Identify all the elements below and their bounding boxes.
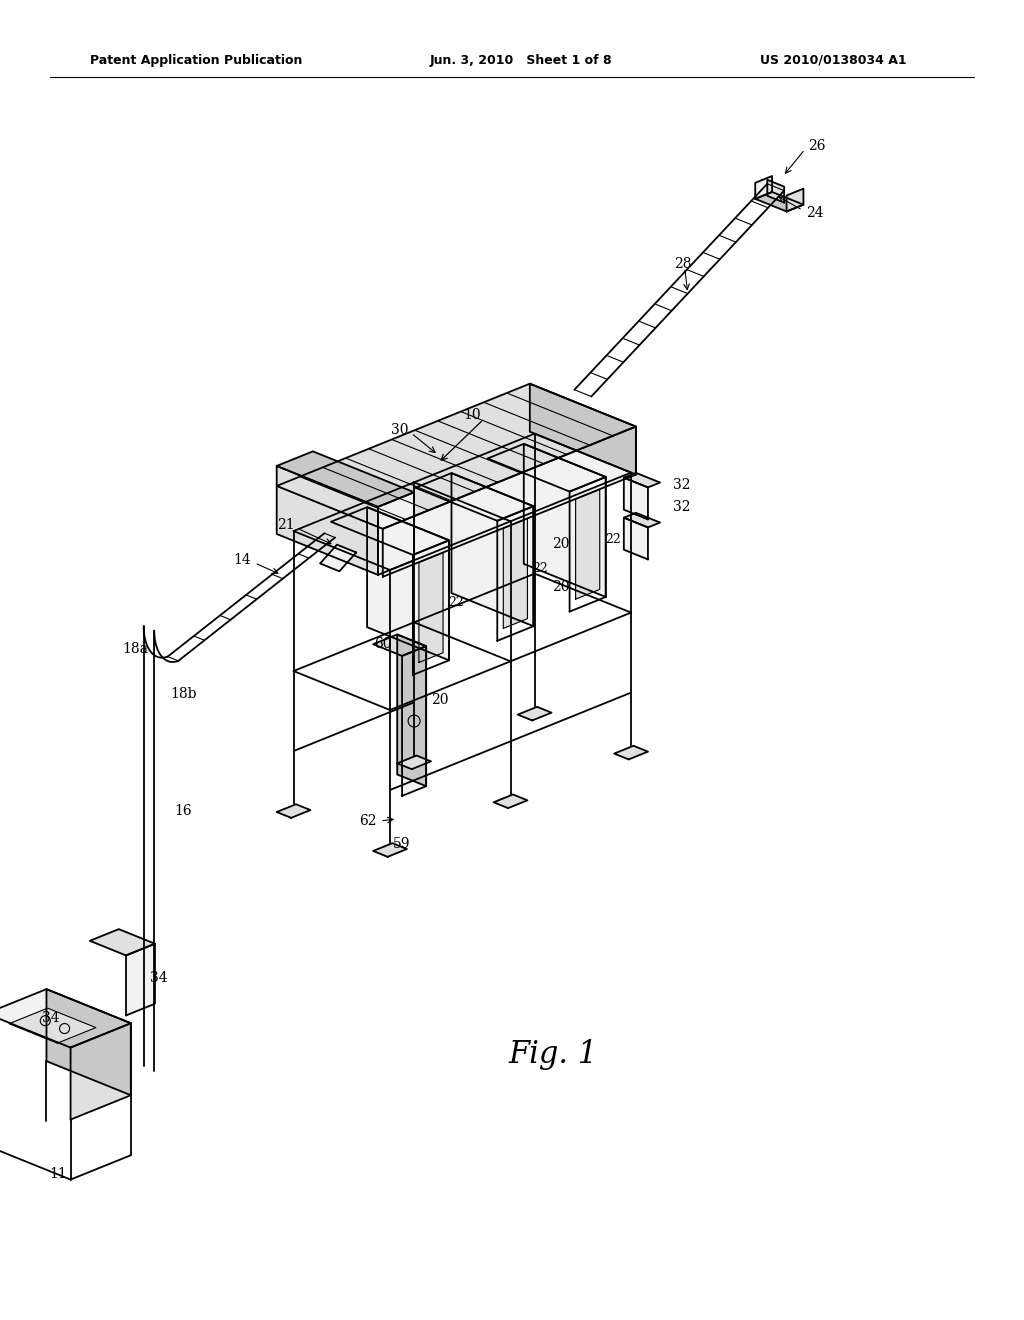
Text: 20: 20 [552,579,569,594]
Polygon shape [397,635,426,787]
Polygon shape [419,553,443,663]
Polygon shape [624,512,660,528]
Polygon shape [321,545,356,572]
Text: 10: 10 [463,408,480,422]
Text: 30: 30 [391,422,409,437]
Text: 34: 34 [42,1011,59,1026]
Text: US 2010/0138034 A1: US 2010/0138034 A1 [760,54,906,66]
Polygon shape [276,451,414,507]
Text: Fig. 1: Fig. 1 [508,1039,598,1069]
Polygon shape [524,444,606,597]
Polygon shape [624,517,648,560]
Text: 20: 20 [431,693,449,708]
Text: 59: 59 [393,837,411,851]
Text: 11: 11 [49,1167,68,1181]
Polygon shape [575,490,600,599]
Text: 26: 26 [808,140,825,153]
Text: 18a: 18a [122,642,148,656]
Text: 60: 60 [375,638,392,651]
Text: Patent Application Publication: Patent Application Publication [90,54,302,66]
Polygon shape [416,473,534,521]
Text: 20: 20 [552,537,569,550]
Polygon shape [46,989,131,1096]
Polygon shape [367,507,450,660]
Polygon shape [614,746,648,759]
Polygon shape [413,540,450,675]
Polygon shape [624,473,660,487]
Polygon shape [569,477,606,611]
Polygon shape [767,180,784,202]
Polygon shape [276,804,310,818]
Polygon shape [331,507,450,554]
Text: 22: 22 [605,533,621,546]
Polygon shape [487,444,606,491]
Polygon shape [373,843,407,857]
Text: 14: 14 [233,553,252,566]
Polygon shape [397,755,431,770]
Polygon shape [402,647,426,796]
Polygon shape [383,426,636,577]
Polygon shape [529,384,636,475]
Polygon shape [786,189,804,211]
Polygon shape [0,989,131,1048]
Polygon shape [90,929,155,956]
Text: Jun. 3, 2010   Sheet 1 of 8: Jun. 3, 2010 Sheet 1 of 8 [430,54,612,66]
Polygon shape [494,795,527,808]
Polygon shape [518,706,552,721]
Text: 28: 28 [674,256,691,271]
Polygon shape [756,191,804,211]
Polygon shape [276,384,636,529]
Text: 21: 21 [276,519,295,532]
Polygon shape [452,473,534,626]
Polygon shape [373,635,426,656]
Polygon shape [126,944,155,1015]
Polygon shape [504,519,527,628]
Polygon shape [276,466,378,576]
Text: 32: 32 [673,500,690,515]
Text: 24: 24 [806,206,823,220]
Polygon shape [498,506,534,640]
Polygon shape [756,176,772,199]
Text: 22: 22 [532,562,548,576]
Text: 32: 32 [673,478,690,492]
Polygon shape [378,492,414,576]
Text: 22: 22 [449,597,464,610]
Text: 16: 16 [174,804,191,817]
Polygon shape [9,1008,96,1043]
Text: 34: 34 [151,972,168,985]
Text: 18b: 18b [171,686,198,701]
Polygon shape [624,478,648,520]
Polygon shape [71,1023,131,1119]
Text: 62: 62 [359,814,377,828]
